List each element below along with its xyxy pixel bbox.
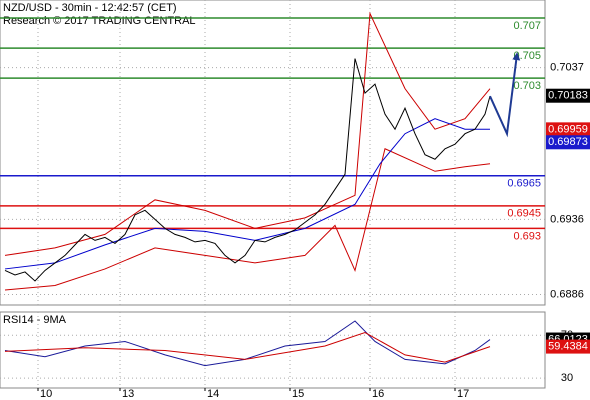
price-tag-label: 0.69873 bbox=[548, 136, 588, 148]
level-label: 0.705 bbox=[513, 50, 541, 62]
level-label: 0.703 bbox=[513, 80, 541, 92]
x-tick-label: 10 bbox=[40, 388, 52, 400]
series-line bbox=[4, 332, 491, 363]
price-tag-label: 0.70183 bbox=[548, 90, 588, 102]
price-tag-label: 0.69959 bbox=[548, 123, 588, 135]
price-tag bbox=[546, 135, 590, 150]
x-tick-label: 15 bbox=[292, 388, 304, 400]
price-tag bbox=[546, 88, 590, 103]
x-tick-label: 17 bbox=[457, 388, 469, 400]
level-label: 0.6945 bbox=[507, 208, 541, 220]
x-tick-label: 14 bbox=[207, 388, 219, 400]
level-label: 0.707 bbox=[513, 20, 541, 32]
level-label: 0.6965 bbox=[507, 178, 541, 190]
rsi-title: RSI14 - 9MA bbox=[3, 314, 67, 326]
level-label: 0.693 bbox=[513, 230, 541, 242]
x-tick-label: 13 bbox=[122, 388, 134, 400]
chart-subtitle: Research © 2017 TRADING CENTRAL bbox=[3, 15, 196, 27]
price-tag bbox=[546, 122, 590, 137]
y-tick-label: 30 bbox=[561, 372, 573, 384]
chart-title: NZD/USD - 30min - 12:42:57 (CET) bbox=[3, 2, 177, 14]
series-line bbox=[4, 58, 491, 282]
price-panel bbox=[0, 0, 546, 306]
series-line bbox=[4, 118, 490, 270]
price-tag-label: 59.4384 bbox=[548, 340, 588, 352]
x-tick-label: 16 bbox=[372, 388, 384, 400]
y-tick-label: 0.7037 bbox=[550, 62, 584, 74]
y-tick-label: 0.6936 bbox=[550, 213, 584, 225]
price-tag bbox=[546, 339, 590, 354]
series-line bbox=[4, 148, 491, 291]
y-tick-label: 0.6886 bbox=[550, 288, 584, 300]
series-line bbox=[4, 11, 491, 256]
series-line bbox=[4, 320, 491, 367]
rsi-panel bbox=[0, 311, 546, 389]
forecast-arrow bbox=[489, 52, 521, 138]
